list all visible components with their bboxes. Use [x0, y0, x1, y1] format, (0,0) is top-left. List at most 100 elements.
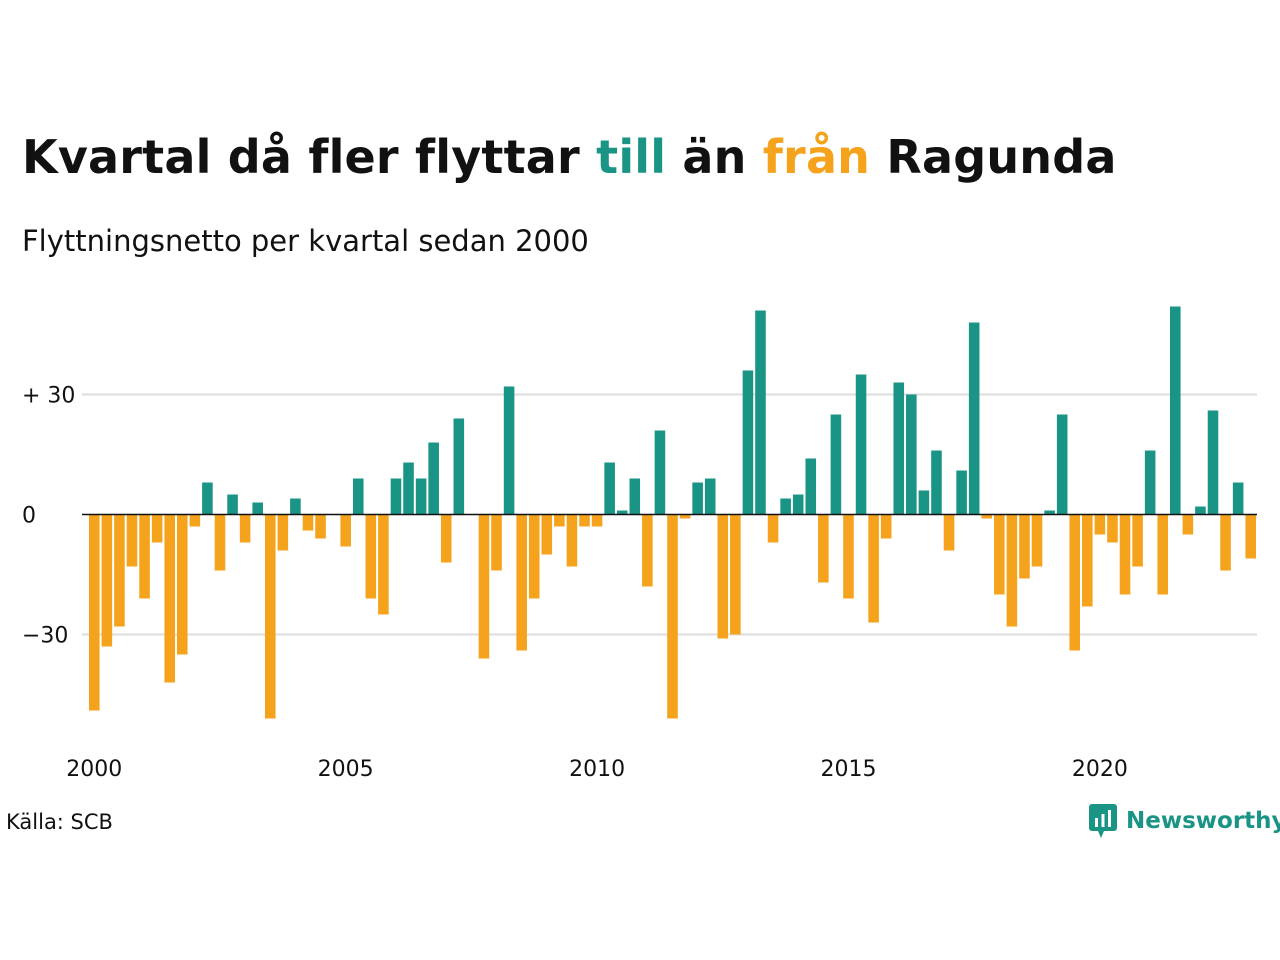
bar — [1195, 506, 1206, 515]
bar — [1006, 514, 1018, 627]
bar-chart: + 30 0 −30 2000 2005 2010 2015 2020 — [22, 306, 1257, 782]
bar — [114, 514, 125, 627]
y-tick-label: + 30 — [22, 384, 75, 409]
bar — [1220, 514, 1231, 571]
title-part-5: Ragunda — [870, 130, 1117, 184]
bar — [1232, 482, 1244, 515]
bar — [1082, 514, 1093, 607]
x-tick-label: 2020 — [1072, 757, 1128, 782]
bar — [880, 514, 892, 539]
bar — [805, 458, 817, 515]
bar — [931, 450, 942, 515]
bar — [440, 514, 452, 563]
bar — [943, 514, 955, 551]
bar — [277, 514, 289, 551]
brand-logo: Newsworthy — [1088, 803, 1280, 839]
bar — [579, 514, 590, 527]
bar — [491, 514, 502, 571]
bar — [89, 514, 100, 711]
title-part-3: än — [666, 130, 763, 184]
bar — [315, 514, 326, 539]
chart-subtitle: Flyttningsnetto per kvartal sedan 2000 — [22, 224, 589, 258]
bar — [541, 514, 553, 555]
bar — [855, 374, 867, 515]
bar — [528, 514, 540, 599]
x-tick-label: 2015 — [820, 757, 876, 782]
bar — [453, 418, 465, 515]
bar — [403, 462, 414, 515]
bar — [994, 514, 1005, 595]
bar — [378, 514, 389, 615]
bar — [918, 490, 930, 515]
bar — [202, 482, 213, 515]
bar — [503, 386, 515, 515]
bar — [139, 514, 150, 599]
bar — [616, 510, 628, 515]
bar — [1170, 306, 1181, 515]
bar — [906, 394, 917, 515]
bar — [1157, 514, 1169, 595]
bar — [956, 470, 967, 515]
bar — [252, 502, 263, 515]
bar — [516, 514, 527, 651]
bar — [214, 514, 226, 571]
bar — [365, 514, 377, 599]
bar — [189, 514, 201, 527]
bar — [667, 514, 678, 719]
bar — [717, 514, 729, 639]
bar — [1132, 514, 1143, 567]
bar — [629, 478, 641, 515]
bar — [679, 514, 691, 519]
bar — [428, 442, 439, 515]
bar — [101, 514, 113, 647]
chart-title: Kvartal då fler flyttar till än från Rag… — [22, 130, 1117, 184]
x-tick-label: 2000 — [66, 757, 122, 782]
bar — [1107, 514, 1118, 543]
x-tick-label: 2010 — [569, 757, 625, 782]
bar — [830, 414, 842, 515]
bar — [730, 514, 741, 635]
bar — [742, 370, 754, 515]
bar — [692, 482, 703, 515]
bar — [1119, 514, 1131, 595]
source-note: Källa: SCB — [6, 810, 113, 834]
bar — [239, 514, 251, 543]
bar — [1094, 514, 1106, 535]
bar — [1056, 414, 1068, 515]
bar — [1031, 514, 1043, 567]
bar — [780, 498, 791, 515]
bar — [843, 514, 854, 599]
bar — [352, 478, 364, 515]
bar — [290, 498, 301, 515]
bar — [1245, 514, 1256, 559]
x-tick-label: 2005 — [318, 757, 374, 782]
brand-name: Newsworthy — [1126, 808, 1280, 834]
bar — [227, 494, 238, 515]
bar — [415, 478, 427, 515]
bar — [868, 514, 879, 623]
bar — [981, 514, 993, 519]
bar — [755, 310, 766, 515]
title-fran-highlight: från — [762, 130, 871, 184]
bar — [1069, 514, 1081, 651]
bar — [302, 514, 314, 531]
bar — [968, 322, 980, 515]
bar — [591, 514, 603, 527]
newsworthy-logo-icon — [1089, 804, 1117, 838]
bar — [642, 514, 653, 587]
bar — [176, 514, 188, 655]
bar — [390, 478, 402, 515]
bar — [767, 514, 779, 543]
bar — [264, 514, 276, 719]
bar — [654, 430, 666, 515]
title-till-highlight: till — [596, 130, 667, 184]
bar — [1044, 510, 1055, 515]
bar — [792, 494, 804, 515]
bar — [704, 478, 716, 515]
bar — [893, 382, 905, 515]
bar — [126, 514, 138, 567]
y-tick-label: 0 — [22, 504, 36, 529]
bar — [1019, 514, 1030, 579]
y-tick-label: −30 — [22, 624, 68, 649]
bar — [818, 514, 829, 583]
